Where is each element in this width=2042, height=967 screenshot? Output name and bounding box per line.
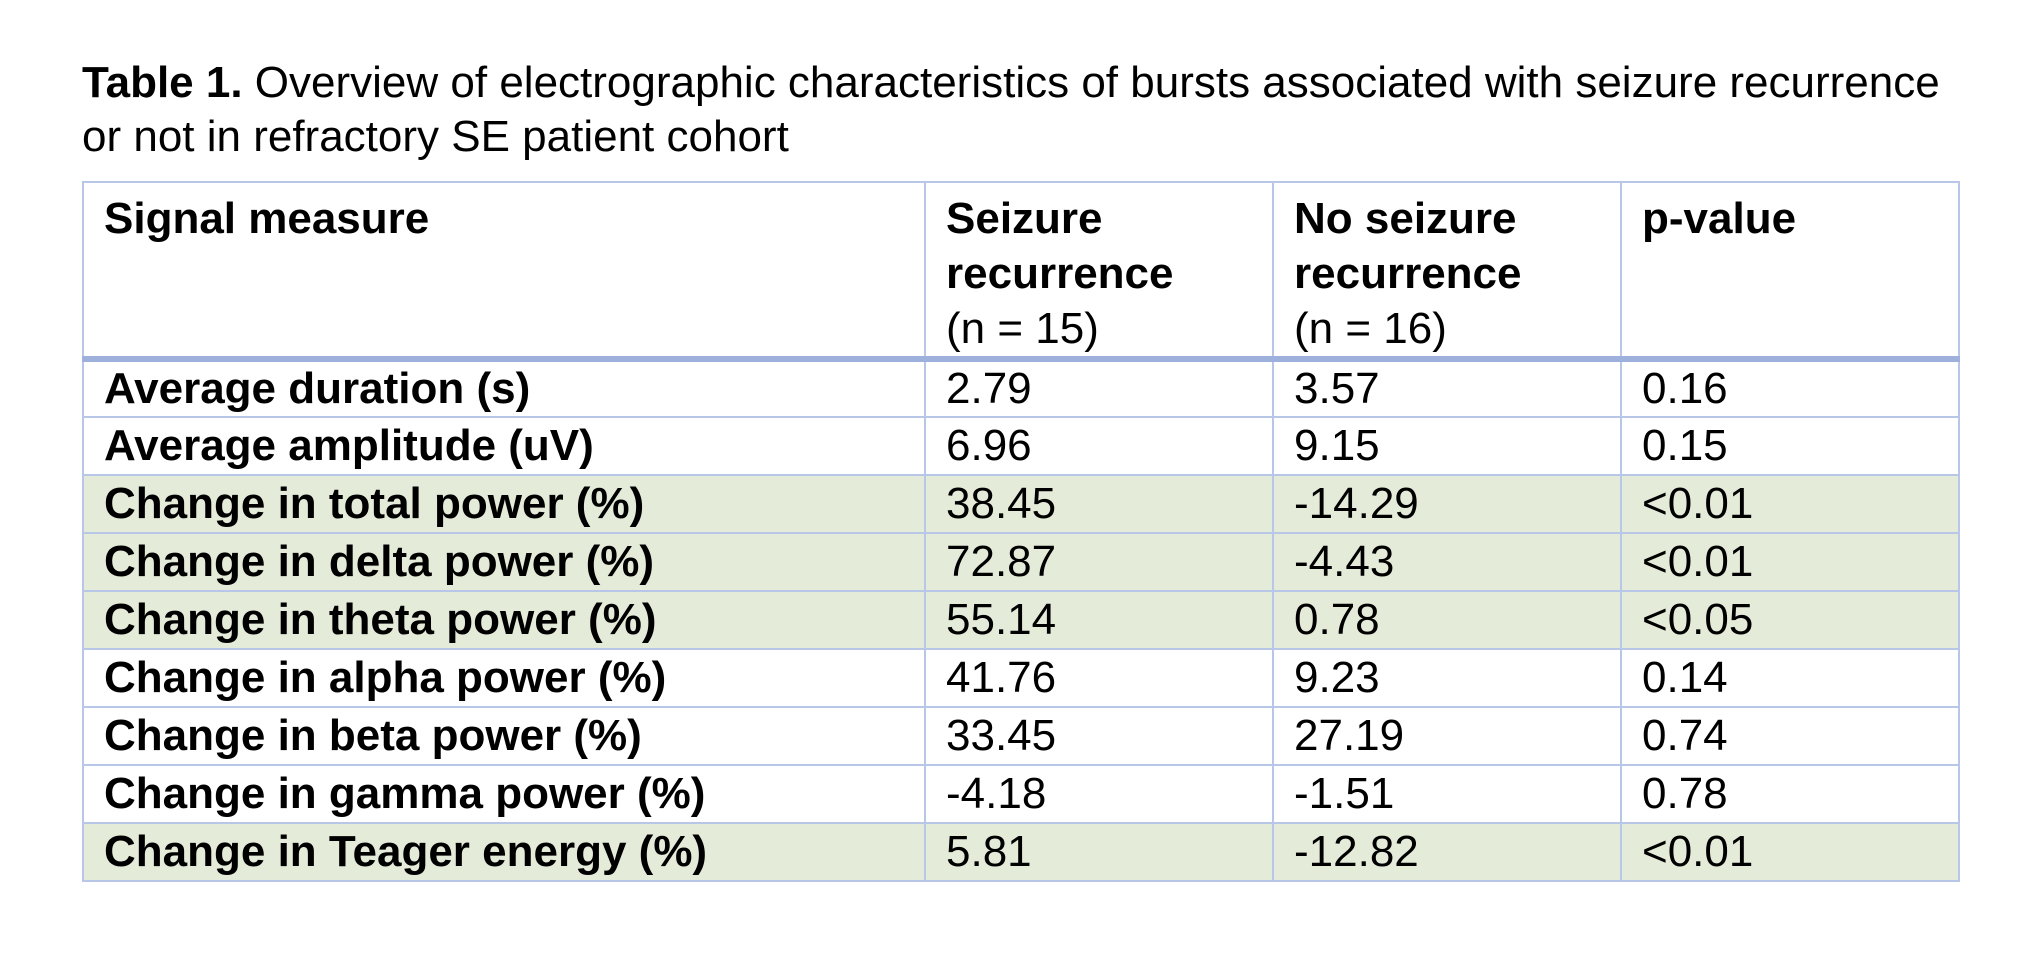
column-header-label: p-value bbox=[1642, 194, 1797, 243]
seizure-recurrence-value-cell: 5.81 bbox=[924, 822, 1274, 882]
seizure-recurrence-value-cell: 6.96 bbox=[924, 416, 1274, 476]
measure-cell: Change in alpha power (%) bbox=[82, 648, 926, 708]
p-value-cell: 0.14 bbox=[1620, 648, 1960, 708]
characteristics-table: Signal measure Seizure recurrence (n = 1… bbox=[82, 181, 1960, 882]
table-body: Average duration (s) 2.79 3.57 0.16 Average … bbox=[82, 358, 1960, 882]
no-seizure-recurrence-value-cell: -4.43 bbox=[1272, 532, 1622, 592]
table-row: Change in gamma power (%) -4.18 -1.51 0.78 bbox=[82, 764, 1960, 824]
measure-cell: Change in beta power (%) bbox=[82, 706, 926, 766]
column-header-sub: (n = 15) bbox=[946, 304, 1099, 353]
document-page: Table 1. Overview of electrographic char… bbox=[82, 56, 1962, 882]
column-header-label: Seizure recurrence bbox=[946, 194, 1174, 298]
p-value-cell: 0.16 bbox=[1620, 358, 1960, 418]
seizure-recurrence-value-cell: -4.18 bbox=[924, 764, 1274, 824]
table-caption: Table 1. Overview of electrographic char… bbox=[82, 56, 1962, 164]
no-seizure-recurrence-value-cell: 9.15 bbox=[1272, 416, 1622, 476]
measure-cell: Change in gamma power (%) bbox=[82, 764, 926, 824]
seizure-recurrence-value-cell: 72.87 bbox=[924, 532, 1274, 592]
column-header-signal-measure: Signal measure bbox=[82, 181, 926, 362]
no-seizure-recurrence-value-cell: -1.51 bbox=[1272, 764, 1622, 824]
p-value-cell: <0.05 bbox=[1620, 590, 1960, 650]
measure-cell: Change in total power (%) bbox=[82, 474, 926, 534]
no-seizure-recurrence-value-cell: 27.19 bbox=[1272, 706, 1622, 766]
seizure-recurrence-value-cell: 55.14 bbox=[924, 590, 1274, 650]
measure-cell: Change in theta power (%) bbox=[82, 590, 926, 650]
table-row: Change in alpha power (%) 41.76 9.23 0.14 bbox=[82, 648, 1960, 708]
table-row: Average duration (s) 2.79 3.57 0.16 bbox=[82, 358, 1960, 418]
table-row: Change in delta power (%) 72.87 -4.43 <0.01 bbox=[82, 532, 1960, 592]
no-seizure-recurrence-value-cell: 0.78 bbox=[1272, 590, 1622, 650]
no-seizure-recurrence-value-cell: -14.29 bbox=[1272, 474, 1622, 534]
table-row: Change in beta power (%) 33.45 27.19 0.74 bbox=[82, 706, 1960, 766]
column-header-no-seizure-recurrence: No seizure recurrence (n = 16) bbox=[1272, 181, 1622, 362]
seizure-recurrence-value-cell: 41.76 bbox=[924, 648, 1274, 708]
measure-cell: Average amplitude (uV) bbox=[82, 416, 926, 476]
measure-cell: Average duration (s) bbox=[82, 358, 926, 418]
no-seizure-recurrence-value-cell: 9.23 bbox=[1272, 648, 1622, 708]
header-row: Signal measure Seizure recurrence (n = 1… bbox=[82, 181, 1960, 362]
column-header-label: No seizure recurrence bbox=[1294, 194, 1522, 298]
column-header-p-value: p-value bbox=[1620, 181, 1960, 362]
table-row: Change in total power (%) 38.45 -14.29 <0.0… bbox=[82, 474, 1960, 534]
measure-cell: Change in delta power (%) bbox=[82, 532, 926, 592]
table-caption-text: Overview of electrographic characteristi… bbox=[82, 58, 1940, 161]
p-value-cell: 0.78 bbox=[1620, 764, 1960, 824]
no-seizure-recurrence-value-cell: -12.82 bbox=[1272, 822, 1622, 882]
seizure-recurrence-value-cell: 2.79 bbox=[924, 358, 1274, 418]
seizure-recurrence-value-cell: 33.45 bbox=[924, 706, 1274, 766]
p-value-cell: <0.01 bbox=[1620, 532, 1960, 592]
no-seizure-recurrence-value-cell: 3.57 bbox=[1272, 358, 1622, 418]
column-header-sub: (n = 16) bbox=[1294, 304, 1447, 353]
table-row: Average amplitude (uV) 6.96 9.15 0.15 bbox=[82, 416, 1960, 476]
measure-cell: Change in Teager energy (%) bbox=[82, 822, 926, 882]
column-header-label: Signal measure bbox=[104, 194, 430, 243]
table-caption-label: Table 1. bbox=[82, 58, 243, 107]
column-header-seizure-recurrence: Seizure recurrence (n = 15) bbox=[924, 181, 1274, 362]
p-value-cell: <0.01 bbox=[1620, 474, 1960, 534]
p-value-cell: 0.15 bbox=[1620, 416, 1960, 476]
seizure-recurrence-value-cell: 38.45 bbox=[924, 474, 1274, 534]
table-row: Change in theta power (%) 55.14 0.78 <0.05 bbox=[82, 590, 1960, 650]
p-value-cell: <0.01 bbox=[1620, 822, 1960, 882]
p-value-cell: 0.74 bbox=[1620, 706, 1960, 766]
table-header: Signal measure Seizure recurrence (n = 1… bbox=[82, 181, 1960, 362]
table-row: Change in Teager energy (%) 5.81 -12.82 <0.… bbox=[82, 822, 1960, 882]
